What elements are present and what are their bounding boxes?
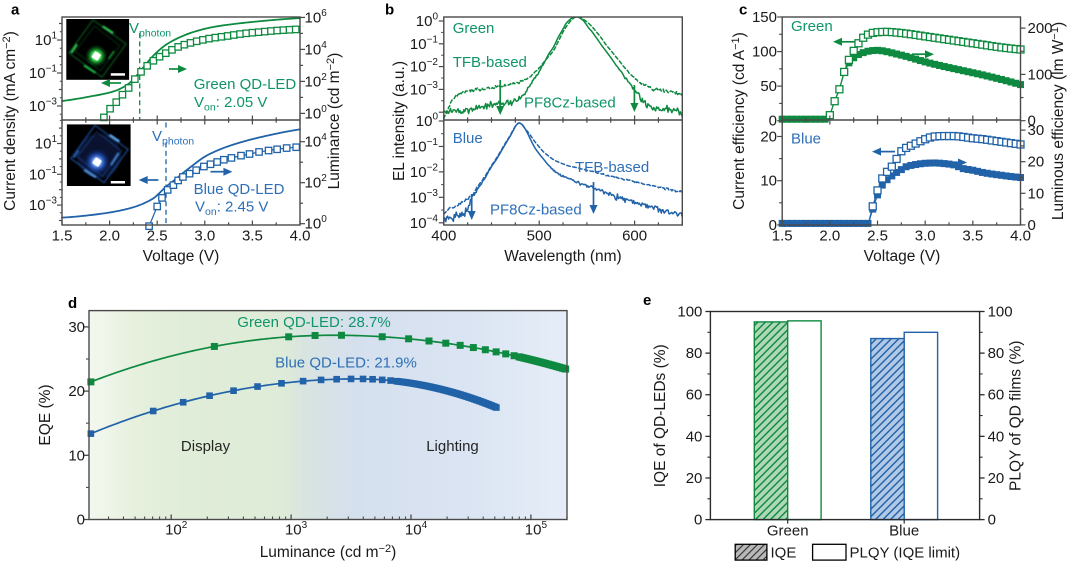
svg-text:200: 200 xyxy=(1028,20,1053,37)
svg-text:2.0: 2.0 xyxy=(819,228,840,245)
svg-text:Green QD-LED: 28.7%: Green QD-LED: 28.7% xyxy=(237,314,390,331)
svg-text:4.0: 4.0 xyxy=(290,228,311,245)
svg-text:Luminance (cd m−2): Luminance (cd m−2) xyxy=(260,543,397,561)
svg-text:Voltage (V): Voltage (V) xyxy=(143,248,220,265)
svg-text:Blue: Blue xyxy=(791,131,821,148)
svg-text:3.0: 3.0 xyxy=(194,228,215,245)
svg-text:1.5: 1.5 xyxy=(772,228,793,245)
svg-text:0: 0 xyxy=(1028,113,1036,130)
svg-text:PF8Cz-based: PF8Cz-based xyxy=(490,202,582,219)
svg-text:TFB-based: TFB-based xyxy=(575,159,649,176)
svg-text:Wavelength (nm): Wavelength (nm) xyxy=(504,248,621,265)
svg-text:80: 80 xyxy=(988,345,1005,362)
svg-text:3.5: 3.5 xyxy=(962,228,983,245)
svg-text:80: 80 xyxy=(686,345,703,362)
svg-text:20: 20 xyxy=(68,383,85,400)
svg-text:100: 100 xyxy=(1028,66,1053,83)
svg-text:50: 50 xyxy=(760,78,777,95)
svg-text:Green: Green xyxy=(791,18,833,35)
svg-text:c: c xyxy=(739,2,747,19)
svg-text:EL intensity (a.u.): EL intensity (a.u.) xyxy=(391,61,408,181)
svg-text:20: 20 xyxy=(988,470,1005,487)
svg-text:Blue QD-LED: Blue QD-LED xyxy=(194,181,285,198)
svg-text:30: 30 xyxy=(1028,122,1045,139)
svg-text:20: 20 xyxy=(760,129,777,146)
svg-text:100: 100 xyxy=(677,304,702,321)
svg-text:0: 0 xyxy=(77,512,85,529)
svg-text:0: 0 xyxy=(694,512,702,529)
svg-text:20: 20 xyxy=(1028,154,1045,171)
svg-text:10: 10 xyxy=(68,447,85,464)
svg-text:0: 0 xyxy=(1028,217,1036,234)
svg-text:IQE of QD-LEDs (%): IQE of QD-LEDs (%) xyxy=(652,344,669,487)
svg-text:EQE (%): EQE (%) xyxy=(37,384,54,445)
svg-text:Blue: Blue xyxy=(453,130,483,147)
svg-text:600: 600 xyxy=(622,228,647,245)
svg-text:3.5: 3.5 xyxy=(242,228,263,245)
svg-text:Current density (mA cm−2): Current density (mA cm−2) xyxy=(1,31,19,211)
svg-text:10: 10 xyxy=(1028,185,1045,202)
svg-text:Luminous efficiency (lm W−1): Luminous efficiency (lm W−1) xyxy=(1049,22,1067,220)
svg-text:a: a xyxy=(11,2,20,19)
svg-text:Voltage (V): Voltage (V) xyxy=(864,248,941,265)
svg-text:4.0: 4.0 xyxy=(1010,228,1031,245)
svg-text:40: 40 xyxy=(686,428,703,445)
svg-text:Lighting: Lighting xyxy=(426,438,479,455)
svg-text:3.0: 3.0 xyxy=(915,228,936,245)
svg-text:100: 100 xyxy=(752,44,777,61)
svg-text:PLQY of QD films (%): PLQY of QD films (%) xyxy=(1008,341,1025,491)
svg-text:60: 60 xyxy=(988,387,1005,404)
svg-text:Luminance (cd m−2): Luminance (cd m−2) xyxy=(325,53,343,190)
svg-text:d: d xyxy=(68,295,77,312)
svg-text:100: 100 xyxy=(988,304,1013,321)
svg-text:2.5: 2.5 xyxy=(867,228,888,245)
svg-text:10: 10 xyxy=(760,173,777,190)
svg-text:60: 60 xyxy=(686,387,703,404)
svg-text:Green: Green xyxy=(767,523,809,540)
svg-text:IQE: IQE xyxy=(771,545,797,562)
svg-text:Blue QD-LED: 21.9%: Blue QD-LED: 21.9% xyxy=(275,355,417,372)
svg-text:TFB-based: TFB-based xyxy=(453,54,527,71)
svg-text:500: 500 xyxy=(527,228,552,245)
svg-text:e: e xyxy=(643,292,651,309)
svg-text:20: 20 xyxy=(686,470,703,487)
svg-text:Display: Display xyxy=(181,438,231,455)
svg-text:Current efficiency (cd A−1): Current efficiency (cd A−1) xyxy=(730,32,748,210)
svg-text:2.0: 2.0 xyxy=(99,228,120,245)
svg-text:400: 400 xyxy=(431,228,456,245)
svg-text:PLQY (IQE limit): PLQY (IQE limit) xyxy=(850,545,961,562)
svg-text:0: 0 xyxy=(769,113,777,130)
svg-text:Green QD-LED: Green QD-LED xyxy=(194,76,297,93)
svg-text:2.5: 2.5 xyxy=(147,228,168,245)
svg-text:40: 40 xyxy=(988,428,1005,445)
svg-text:1.5: 1.5 xyxy=(52,228,73,245)
svg-text:0: 0 xyxy=(988,512,996,529)
svg-text:PF8Cz-based: PF8Cz-based xyxy=(524,95,616,112)
svg-text:Green: Green xyxy=(453,20,495,37)
svg-text:Blue: Blue xyxy=(889,523,919,540)
svg-text:150: 150 xyxy=(752,9,777,26)
svg-text:0: 0 xyxy=(769,217,777,234)
svg-text:30: 30 xyxy=(68,319,85,336)
svg-text:b: b xyxy=(385,2,394,19)
